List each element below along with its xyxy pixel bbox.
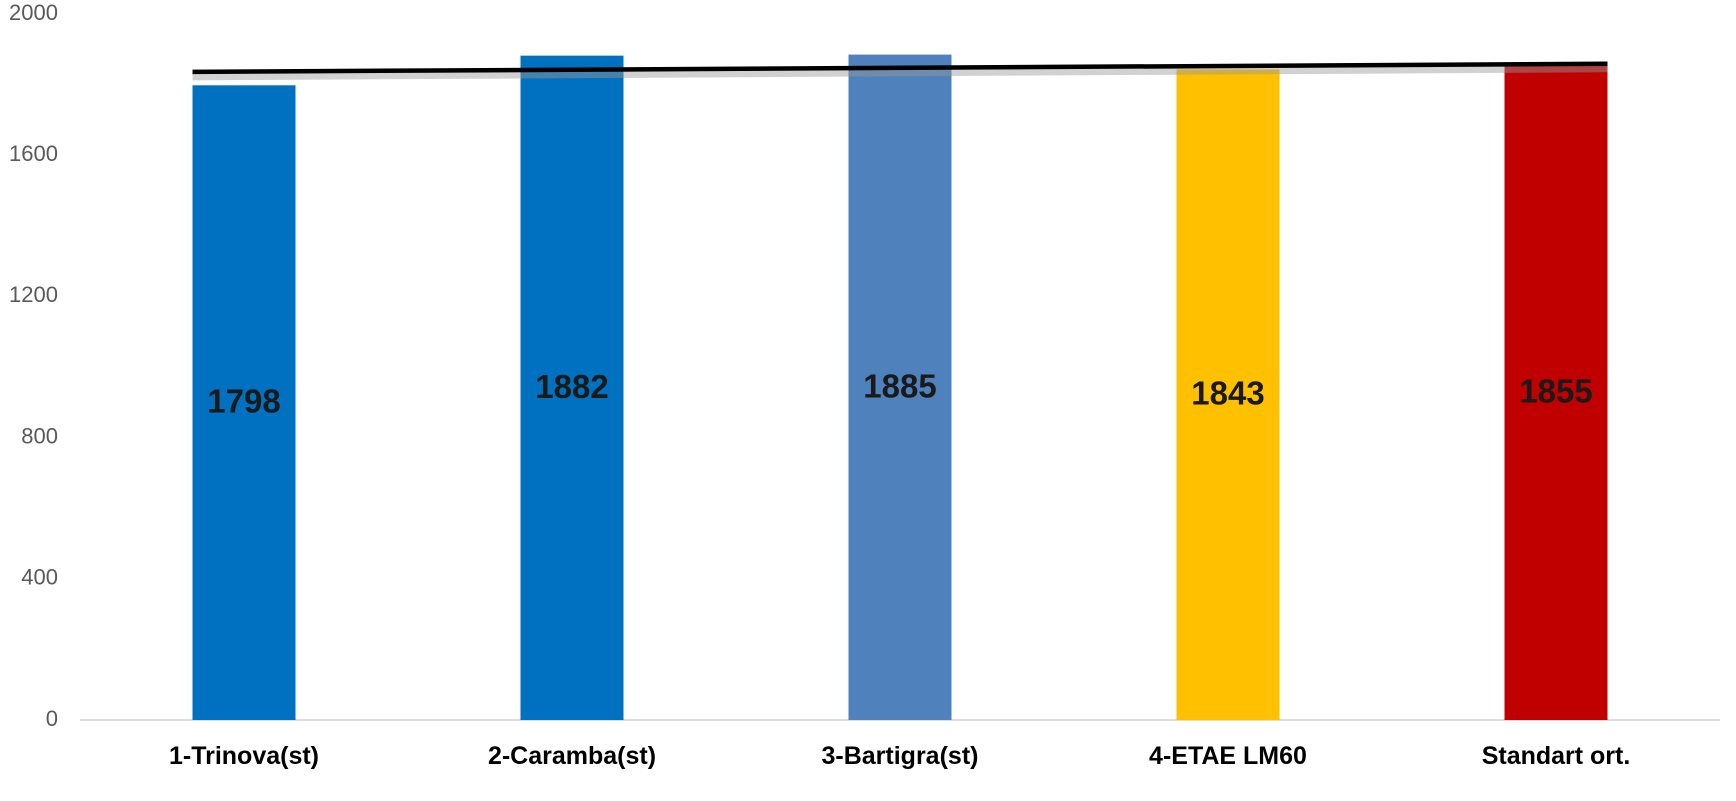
data-label: 1843 [1191, 375, 1264, 412]
y-tick-label: 2000 [9, 0, 58, 25]
x-category-label: 4-ETAE LM60 [1149, 742, 1307, 770]
bar [848, 54, 952, 721]
bars [192, 54, 1608, 721]
y-axis-tick-labels: 0 400 800 1200 1600 2000 [9, 0, 58, 731]
data-labels: 1798 1882 1885 1843 1855 [207, 367, 1592, 419]
bar [1176, 69, 1280, 720]
x-category-label: 2-Caramba(st) [488, 742, 656, 770]
x-category-label: 1-Trinova(st) [169, 742, 319, 770]
y-tick-label: 0 [46, 706, 58, 731]
bar [520, 55, 624, 721]
x-category-label: 3-Bartigra(st) [822, 742, 979, 770]
bar [1504, 65, 1608, 720]
trendline [192, 61, 1608, 81]
y-tick-label: 400 [21, 565, 58, 590]
data-label: 1882 [535, 368, 608, 405]
data-label: 1798 [207, 383, 280, 420]
data-label: 1885 [863, 367, 936, 404]
x-category-label: Standart ort. [1482, 742, 1631, 770]
y-tick-label: 1200 [9, 282, 58, 307]
bar [192, 85, 296, 720]
trendline-shadow [192, 63, 1608, 81]
x-axis-category-labels: 1-Trinova(st) 2-Caramba(st) 3-Bartigra(st)… [169, 742, 1630, 770]
y-tick-label: 1600 [9, 141, 58, 166]
trendline-line [192, 61, 1608, 75]
data-label: 1855 [1519, 373, 1592, 410]
y-tick-label: 800 [21, 423, 58, 448]
